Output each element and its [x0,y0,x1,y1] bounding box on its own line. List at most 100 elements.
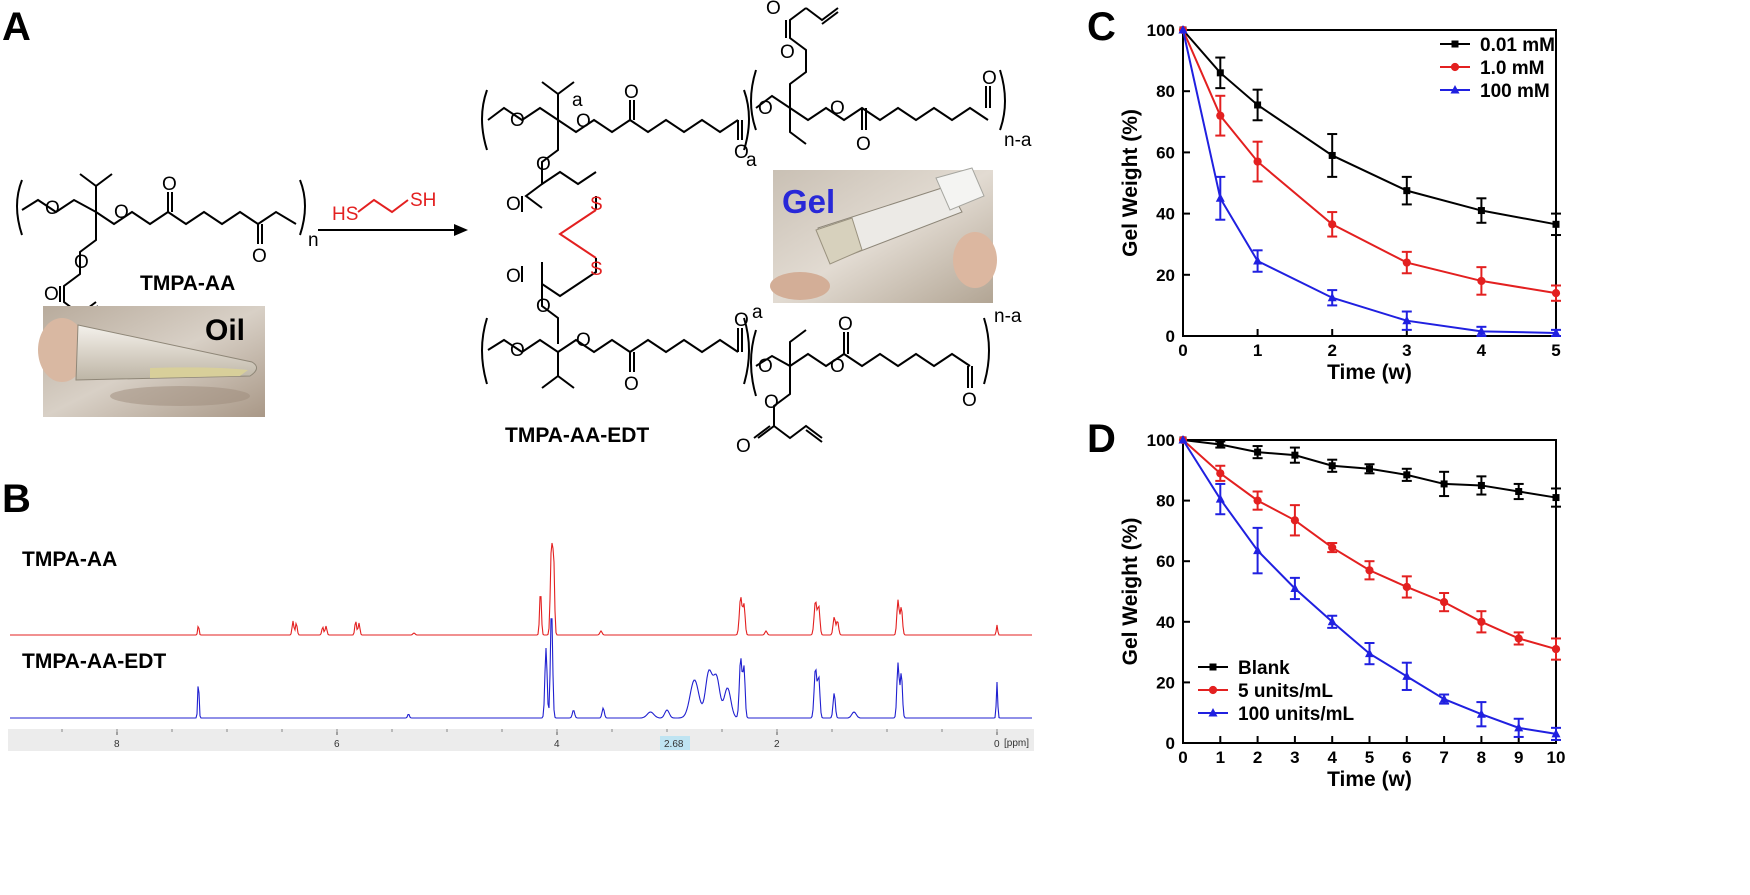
data-point [1253,496,1262,505]
atom-o-16: O [982,68,997,89]
series-100-units-ml [1178,435,1561,741]
data-point [1215,193,1225,202]
data-point [1551,289,1561,298]
atom-o-7: O [510,110,525,131]
series-blank [1179,436,1561,508]
x-tick-label: 3 [1290,748,1299,767]
data-point [1290,583,1300,592]
data-point [1254,101,1262,109]
y-tick-label: 60 [1156,143,1175,162]
data-point [1402,671,1412,680]
reagent-ethanedithiol [357,198,409,214]
atom-o-11: O [758,98,773,119]
data-point [1403,187,1411,195]
data-point [1551,644,1561,654]
atom-o-12: O [780,42,795,63]
atom-o-1: O [45,198,60,219]
atom-o-26: O [764,392,779,413]
data-point [1366,465,1373,473]
data-point [1402,582,1411,592]
data-point [1402,315,1412,325]
data-point [1477,481,1485,489]
atom-s-1: S [590,194,603,215]
y-tick-label: 40 [1156,613,1175,632]
data-point [1327,292,1337,302]
subscript-na-bottom: n-a [994,306,1022,327]
y-tick-label: 20 [1156,673,1175,692]
gel-label: Gel [782,183,835,220]
atom-o-5: O [74,252,89,273]
y-tick-label: 60 [1156,552,1175,571]
legend-label: 100 mM [1480,81,1550,102]
x-tick-label: 1 [1216,748,1225,767]
data-point [1328,151,1336,159]
data-point [1253,256,1263,265]
data-point [1515,488,1523,496]
y-tick-label: 80 [1156,82,1175,101]
panel-label-a: A [2,5,31,49]
data-point [1551,728,1561,738]
atom-o-29: O [838,314,853,335]
data-point [1208,708,1218,717]
x-tick-label: 4 [1477,341,1487,360]
nmr-tick-label: 6 [334,739,340,750]
atom-o-25: O [758,356,773,377]
legend-label: 100 units/mL [1238,704,1355,725]
x-axis-label: Time (w) [1327,768,1412,791]
data-point [1365,566,1374,575]
data-point [1290,516,1299,525]
data-point [1514,722,1524,732]
y-tick-label: 100 [1147,21,1175,40]
y-tick-label: 0 [1166,327,1175,346]
nmr-tick-label: 0 [994,739,1000,750]
nmr-marker-box [660,736,690,750]
product-name: TMPA-AA-EDT [505,424,649,447]
data-point [1253,157,1262,166]
y-tick-label: 100 [1147,431,1175,450]
atom-o-9: O [624,82,639,103]
series-1-0-mm [1178,25,1561,302]
data-point [1216,441,1224,449]
atom-s-2: S [590,259,603,280]
atom-o-24: O [734,310,749,331]
atom-o-28: O [830,356,845,377]
panel-label-d: D [1087,417,1116,461]
reaction-arrow [318,224,468,236]
data-point [1365,648,1374,658]
data-point [1552,494,1560,502]
data-point [1208,685,1218,695]
subscript-a-top: a [746,150,757,171]
data-point [1328,220,1337,229]
legend-label: Blank [1238,658,1290,679]
data-point [1403,471,1411,479]
atom-o-30: O [962,390,977,411]
legend-label: 5 units/mL [1238,681,1333,702]
x-tick-label: 5 [1551,341,1560,360]
gel-photo [770,167,997,303]
data-point [1216,469,1225,478]
data-point [1216,69,1224,77]
oil-photo [38,306,265,417]
atom-o-27: O [736,436,751,457]
series-5-units-ml [1178,435,1561,661]
y-tick-label: 40 [1156,205,1175,224]
data-point [1450,62,1460,72]
atom-o-19: O [506,266,521,287]
data-point [1477,617,1486,626]
atom-o-20: O [536,296,551,317]
chart-c: 0 20 40 60 80 100 0 1 2 3 4 5 Time (w) Gel Weight (%)… [1119,21,1561,384]
atom-o-14: O [830,98,845,119]
product-structure [481,7,1006,443]
data-point [1514,634,1523,643]
atom-o-10: O [734,142,749,163]
nmr-spectrum-tmpa-aa-edt [10,618,1032,719]
nmr-axis-bar [8,729,1034,751]
legend-label: 1.0 mM [1480,58,1544,79]
data-point [1440,598,1449,607]
x-tick-label: 2 [1327,341,1336,360]
nmr-tick-label: 8 [114,739,120,750]
data-point [1477,207,1485,215]
data-point [1291,451,1299,459]
atom-o-2: O [114,202,129,223]
